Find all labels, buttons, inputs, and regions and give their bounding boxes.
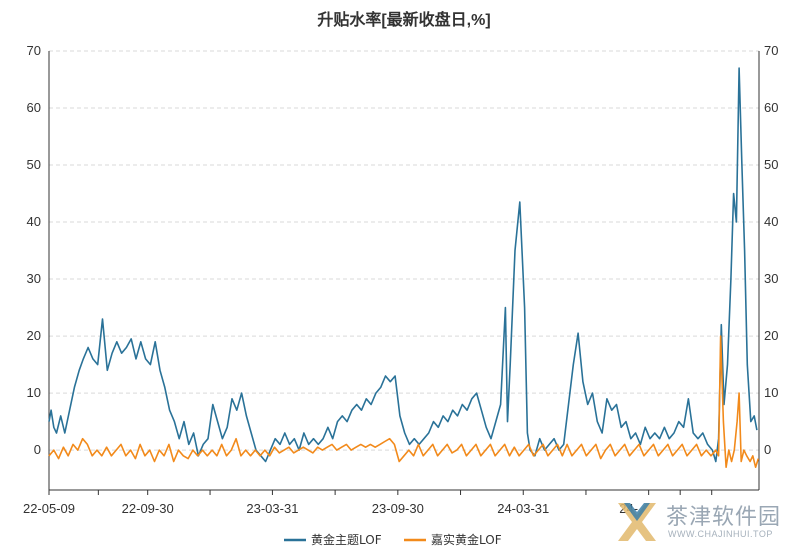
y-tick-label-right: 20 — [764, 328, 778, 343]
x-tick-label: 23-03-31 — [246, 501, 298, 516]
y-tick-label-left: 10 — [27, 385, 41, 400]
y-tick-label-right: 70 — [764, 43, 778, 58]
chart-title: 升贴水率[最新收盘日,%] — [317, 12, 491, 29]
legend-label: 黄金主题LOF — [311, 532, 382, 547]
x-tick-label: 24-03-31 — [497, 501, 549, 516]
y-tick-label-left: 50 — [27, 157, 41, 172]
tick-labels: 0 0 10 10 20 20 30 30 40 40 50 50 60 60 70 70 22-05-09 22… — [23, 43, 778, 516]
watermark-subtext: WWW.CHAJINHUI.TOP — [668, 529, 773, 539]
y-tick-label-left: 0 — [34, 442, 41, 457]
x-tick-label: 23-09-30 — [372, 501, 424, 516]
y-tick-label-left: 60 — [27, 100, 41, 115]
y-tick-label-right: 0 — [764, 442, 771, 457]
y-tick-label-left: 40 — [27, 214, 41, 229]
axes — [48, 51, 760, 495]
y-tick-label-right: 40 — [764, 214, 778, 229]
legend-label: 嘉实黄金LOF — [431, 532, 502, 547]
y-tick-label-right: 30 — [764, 271, 778, 286]
series-line-1 — [48, 67, 758, 463]
watermark-logo-icon — [618, 503, 656, 541]
watermark: 茶津软件园 WWW.CHAJINHUI.TOP — [614, 497, 794, 547]
legend: 黄金主题LOF 嘉实黄金LOF — [284, 532, 502, 547]
x-tick-label: 22-09-30 — [122, 501, 174, 516]
y-tick-label-right: 10 — [764, 385, 778, 400]
watermark-text: 茶津软件园 — [666, 505, 782, 530]
y-tick-label-right: 60 — [764, 100, 778, 115]
series-lines — [48, 67, 760, 469]
y-tick-label-right: 50 — [764, 157, 778, 172]
y-tick-label-left: 20 — [27, 328, 41, 343]
y-tick-label-left: 70 — [27, 43, 41, 58]
x-tick-label: 22-05-09 — [23, 501, 75, 516]
grid-lines — [49, 50, 759, 451]
y-tick-label-left: 30 — [27, 271, 41, 286]
series-line-2 — [48, 335, 760, 469]
